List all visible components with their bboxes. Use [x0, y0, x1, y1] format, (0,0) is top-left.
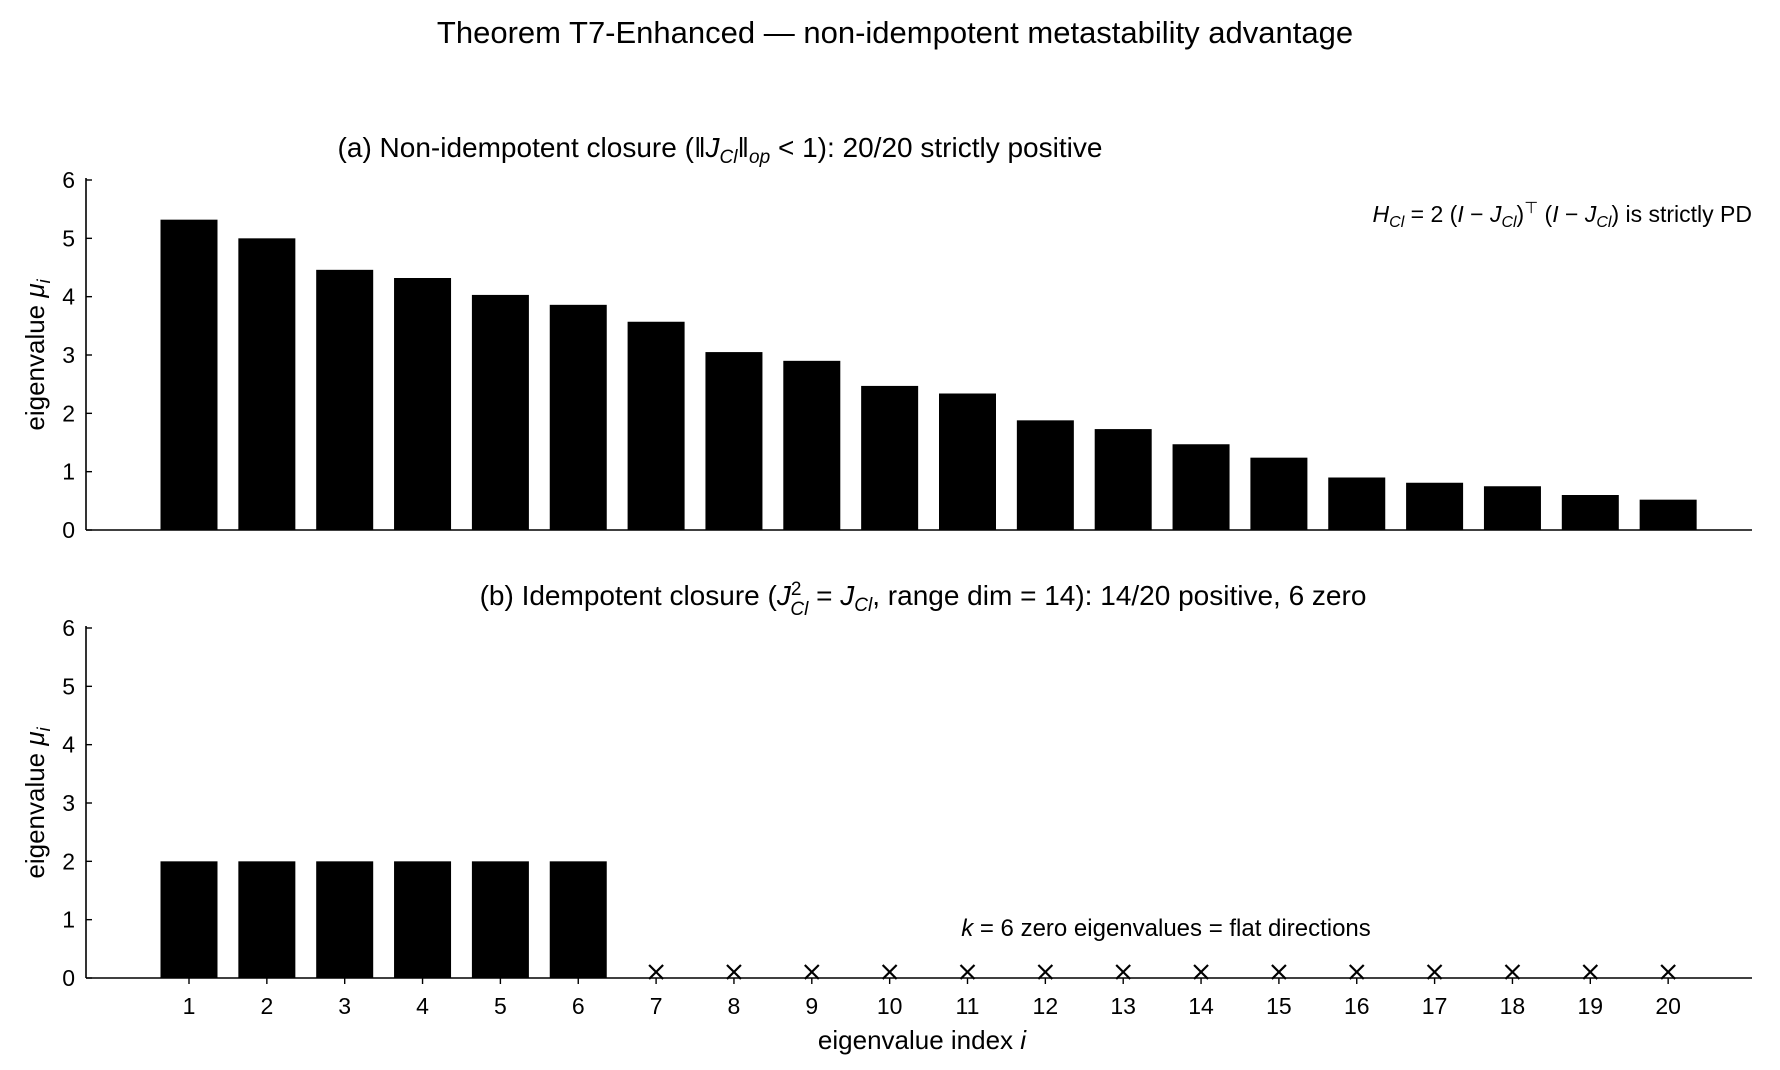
panel-b-x-tick-label: 14	[1188, 993, 1214, 1019]
panel-a-y-tick-label: 2	[62, 400, 75, 426]
panel-b-zero-marker-18	[1504, 964, 1521, 980]
panel-a-bar-18	[1483, 486, 1541, 530]
panel-b-zero-marker-7	[648, 964, 664, 980]
panel-b-annotation: k = 6 zero eigenvalues = flat directions	[961, 915, 1371, 942]
panel-a-bar-10	[861, 385, 919, 530]
panel-b-zero-marker-10	[881, 964, 898, 980]
panel-b-zero-marker-14	[1193, 964, 1209, 980]
panel-a-bar-9	[783, 360, 841, 530]
panel-a-bar-14	[1172, 444, 1230, 530]
panel-b-bar-1	[160, 861, 218, 978]
panel-a-bar-15	[1250, 457, 1308, 530]
panel-a-y-tick-label: 3	[62, 342, 75, 368]
panel-a-y-tick-label: 0	[62, 517, 75, 543]
panel-b-x-tick-label: 8	[728, 993, 741, 1019]
panel-a-ylabel: eigenvalue μi	[20, 278, 54, 430]
panel-b-x-tick-label: 15	[1266, 993, 1292, 1019]
panel-b-ylabel: eigenvalue μi	[20, 726, 54, 878]
panel-b-bar-3	[316, 861, 374, 978]
panel-b-x-tick-label: 20	[1655, 993, 1681, 1019]
panel-b-bar-4	[394, 861, 452, 978]
figure-title: Theorem T7-Enhanced — non-idempotent met…	[437, 15, 1353, 50]
panel-b-x-tick-label: 3	[338, 993, 351, 1019]
panel-b-y-tick-label: 0	[62, 965, 75, 991]
panel-b-x-tick-label: 18	[1500, 993, 1526, 1019]
panel-b-x-tick-label: 19	[1578, 993, 1604, 1019]
panel-b-y-tick-label: 6	[62, 615, 75, 641]
panel-b-y-tick-label: 1	[62, 907, 75, 933]
panel-a-y-tick-label: 6	[62, 167, 75, 193]
panel-a-bar-12	[1016, 420, 1074, 530]
panel-b-zero-marker-19	[1582, 964, 1599, 980]
panel-b-zero-marker-13	[1115, 964, 1131, 980]
panel-b-x-tick-label: 17	[1422, 993, 1448, 1019]
panel-a-bar-6	[549, 304, 607, 530]
panel-a-bar-7	[627, 321, 685, 530]
panel-b-zero-marker-16	[1348, 964, 1365, 980]
panel-a-bar-8	[705, 352, 763, 530]
panel-a-title: (a) Non-idempotent closure (‖JCl‖op < 1)…	[338, 132, 1103, 168]
panel-b-x-tick-label: 1	[183, 993, 196, 1019]
panel-a-bar-17	[1406, 482, 1464, 530]
panel-b-bar-6	[549, 861, 607, 978]
panel-b-zero-marker-12	[1037, 964, 1054, 980]
panel-b-x-tick-label: 16	[1344, 993, 1370, 1019]
panel-b-y-tick-label: 2	[62, 848, 75, 874]
panel-b-y-tick-label: 3	[62, 790, 75, 816]
panel-a-annotation: HCl = 2 (I − JCl)⊤ (I − JCl) is strictly…	[1373, 200, 1752, 231]
panel-a-bar-4	[394, 278, 452, 530]
panel-b: (b) Idempotent closure (J2 Cl = JCl, rang…	[20, 579, 1752, 1055]
panel-a-bar-19	[1561, 495, 1619, 530]
panel-b-zero-marker-9	[804, 964, 820, 980]
panel-a: (a) Non-idempotent closure (‖JCl‖op < 1)…	[20, 132, 1752, 543]
panel-b-zero-marker-8	[726, 964, 742, 980]
panel-b-zero-marker-15	[1271, 964, 1287, 980]
panel-b-x-tick-label: 13	[1110, 993, 1136, 1019]
panel-b-x-tick-label: 12	[1033, 993, 1059, 1019]
panel-b-y-tick-label: 5	[62, 673, 75, 699]
panel-b-x-tick-label: 6	[572, 993, 585, 1019]
panel-b-zero-marker-17	[1426, 964, 1443, 980]
panel-b-x-tick-label: 4	[416, 993, 429, 1019]
panel-b-x-tick-label: 5	[494, 993, 507, 1019]
panel-b-x-tick-label: 9	[805, 993, 818, 1019]
panel-a-bar-11	[939, 393, 996, 530]
panel-a-y-tick-label: 5	[62, 225, 75, 251]
panel-a-bar-20	[1639, 499, 1697, 530]
panel-a-y-tick-label: 1	[62, 459, 75, 485]
panel-b-x-tick-label: 11	[956, 993, 980, 1019]
panel-b-y-tick-label: 4	[62, 732, 75, 758]
panel-a-bar-5	[471, 294, 529, 530]
panel-a-bar-1	[160, 219, 218, 530]
panel-b-bar-2	[238, 861, 296, 978]
panel-b-x-tick-label: 10	[877, 993, 903, 1019]
panel-b-zero-marker-20	[1660, 964, 1676, 980]
panel-a-bar-3	[316, 269, 374, 530]
panel-b-x-tick-label: 7	[650, 993, 663, 1019]
panel-a-bar-13	[1094, 429, 1152, 530]
panel-a-plot-area: 0 1 2 3 4 5 6	[62, 167, 1752, 543]
panel-b-title: (b) Idempotent closure (J2 Cl = JCl, rang…	[480, 579, 1367, 620]
panel-a-bar-2	[238, 238, 296, 531]
panel-a-y-tick-label: 4	[62, 284, 75, 310]
panel-b-bar-5	[471, 861, 529, 978]
panel-b-zero-marker-11	[959, 964, 976, 980]
panel-a-bar-16	[1328, 477, 1386, 530]
x-axis-label: eigenvalue index i	[818, 1025, 1027, 1055]
panel-b-x-tick-label: 2	[260, 993, 273, 1019]
